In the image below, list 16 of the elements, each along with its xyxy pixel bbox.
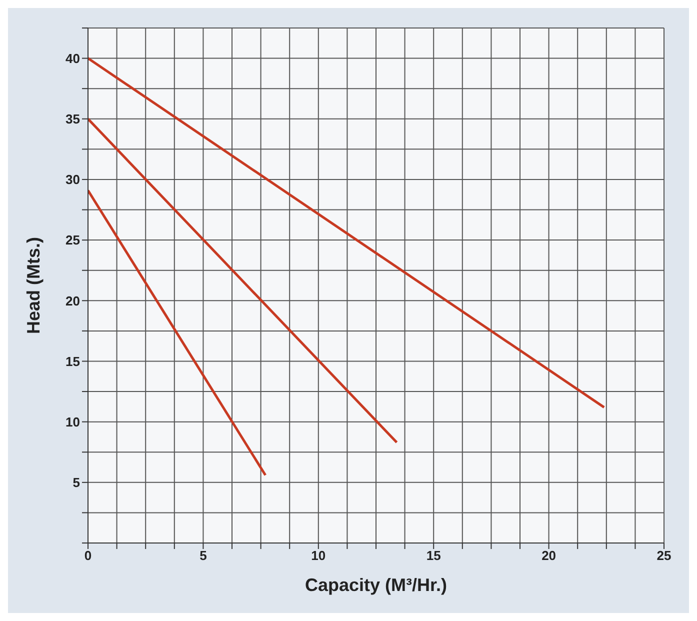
x-tick-label: 15	[426, 548, 441, 564]
y-tick-label: 40	[66, 50, 80, 66]
y-tick-label: 20	[66, 293, 80, 308]
x-tick-label: 0	[84, 548, 92, 564]
y-tick-label: 35	[66, 111, 80, 126]
x-tick-label: 25	[656, 548, 672, 564]
y-tick-label: 15	[66, 354, 80, 369]
x-axis-title: Capacity (M³/Hr.)	[304, 575, 448, 595]
y-tick-label: 25	[66, 232, 80, 248]
y-tick-label: 5	[72, 475, 80, 490]
x-tick-label: 5	[200, 548, 207, 564]
y-axis-title: Head (Mts.)	[23, 236, 44, 334]
x-tick-label: 10	[311, 548, 326, 564]
y-tick-label: 10	[66, 414, 80, 430]
y-tick-label: 30	[66, 172, 80, 188]
x-tick-label: 20	[542, 548, 556, 564]
